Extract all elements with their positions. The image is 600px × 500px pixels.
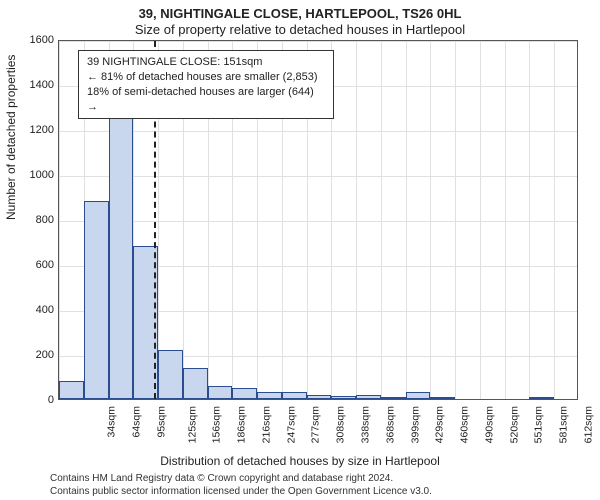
gridline-v (554, 41, 555, 399)
address-title: 39, NIGHTINGALE CLOSE, HARTLEPOOL, TS26 … (0, 6, 600, 21)
gridline-v (406, 41, 407, 399)
histogram-bar (109, 93, 134, 399)
x-tick-label: 551sqm (533, 406, 545, 443)
attribution-line-2: Contains public sector information licen… (50, 486, 432, 499)
y-tick-label: 200 (14, 349, 54, 361)
x-tick-label: 368sqm (384, 406, 396, 443)
y-tick-label: 1400 (14, 79, 54, 91)
gridline-h (59, 131, 577, 132)
x-tick-label: 612sqm (582, 406, 594, 443)
annotation-line-3: 18% of semi-detached houses are larger (… (87, 85, 325, 115)
x-tick-label: 338sqm (359, 406, 371, 443)
x-tick-label: 125sqm (186, 406, 198, 443)
histogram-bar (356, 395, 381, 399)
x-tick-label: 399sqm (409, 406, 421, 443)
histogram-bar (282, 392, 307, 399)
x-tick-label: 520sqm (508, 406, 520, 443)
y-tick-label: 1600 (14, 34, 54, 46)
x-tick-label: 95sqm (155, 406, 167, 438)
histogram-bar (381, 397, 406, 399)
gridline-v (505, 41, 506, 399)
x-tick-label: 64sqm (131, 406, 143, 438)
y-tick-label: 1200 (14, 124, 54, 136)
histogram-bar (232, 388, 257, 399)
subtitle: Size of property relative to detached ho… (0, 22, 600, 37)
x-tick-label: 460sqm (458, 406, 470, 443)
gridline-h (59, 176, 577, 177)
x-tick-label: 277sqm (310, 406, 322, 443)
histogram-bar (406, 392, 431, 399)
gridline-v (381, 41, 382, 399)
gridline-v (430, 41, 431, 399)
histogram-bar (331, 396, 356, 399)
y-tick-label: 600 (14, 259, 54, 271)
chart-area: 39 NIGHTINGALE CLOSE: 151sqm ← 81% of de… (58, 40, 578, 400)
histogram-bar (208, 386, 233, 400)
y-tick-label: 400 (14, 304, 54, 316)
x-tick-label: 429sqm (434, 406, 446, 443)
gridline-v (455, 41, 456, 399)
x-tick-label: 308sqm (335, 406, 347, 443)
histogram-bar (430, 397, 455, 399)
x-tick-label: 186sqm (236, 406, 248, 443)
histogram-figure: 39, NIGHTINGALE CLOSE, HARTLEPOOL, TS26 … (0, 0, 600, 500)
histogram-bar (529, 397, 554, 399)
gridline-v (59, 41, 60, 399)
x-tick-label: 156sqm (211, 406, 223, 443)
annotation-line-2: ← 81% of detached houses are smaller (2,… (87, 70, 325, 85)
x-tick-label: 581sqm (557, 406, 569, 443)
x-axis-label: Distribution of detached houses by size … (0, 454, 600, 468)
histogram-bar (257, 392, 282, 399)
histogram-bar (158, 350, 183, 400)
x-tick-label: 34sqm (106, 406, 118, 438)
histogram-bar (84, 201, 109, 399)
annotation-line-1: 39 NIGHTINGALE CLOSE: 151sqm (87, 55, 325, 70)
x-tick-label: 216sqm (260, 406, 272, 443)
y-tick-label: 800 (14, 214, 54, 226)
gridline-h (59, 41, 577, 42)
histogram-bar (59, 381, 84, 399)
y-tick-label: 0 (14, 394, 54, 406)
histogram-bar (183, 368, 208, 400)
gridline-v (529, 41, 530, 399)
x-tick-label: 247sqm (285, 406, 297, 443)
histogram-bar (307, 395, 332, 400)
y-tick-label: 1000 (14, 169, 54, 181)
gridline-v (480, 41, 481, 399)
x-tick-label: 490sqm (483, 406, 495, 443)
annotation-box: 39 NIGHTINGALE CLOSE: 151sqm ← 81% of de… (78, 50, 334, 119)
attribution-block: Contains HM Land Registry data © Crown c… (50, 473, 432, 498)
attribution-line-1: Contains HM Land Registry data © Crown c… (50, 473, 432, 486)
gridline-v (356, 41, 357, 399)
gridline-h (59, 221, 577, 222)
